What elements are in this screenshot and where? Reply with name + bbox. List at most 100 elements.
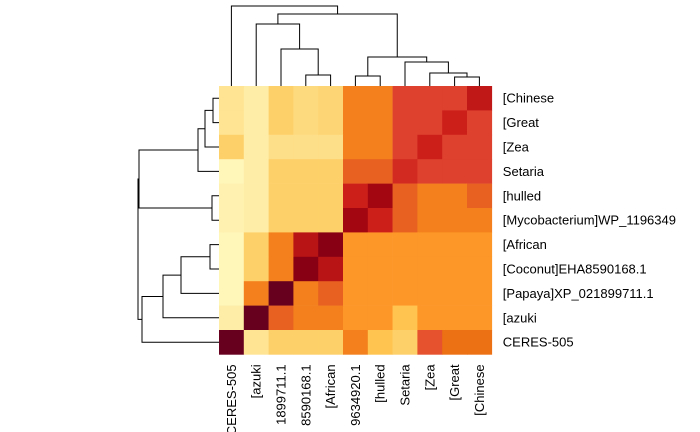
heatmap-cell: [367, 256, 393, 282]
column-label: [Great: [447, 364, 462, 401]
heatmap-cell: [293, 232, 319, 258]
dendrogram-branch: [180, 256, 219, 294]
heatmap-cell: [367, 281, 393, 306]
heatmap-cell: [467, 134, 493, 160]
column-label: [azuki: [249, 364, 264, 398]
heatmap-cell: [243, 134, 269, 160]
heatmap-cell: [293, 183, 319, 209]
heatmap-cell: [219, 281, 245, 306]
heatmap-cell: [367, 208, 393, 233]
heatmap-cell: [343, 183, 369, 209]
row-label: Setaria: [503, 164, 545, 179]
dendrogram-branch: [354, 75, 381, 86]
heatmap-cell: [367, 232, 393, 258]
heatmap-cell: [392, 110, 418, 136]
dendrogram-branch: [137, 178, 142, 320]
dendrogram-branch: [429, 72, 468, 86]
heatmap-cell: [392, 305, 418, 331]
heatmap-cell: [318, 256, 344, 282]
heatmap-cell: [417, 86, 443, 111]
heatmap-cell: [219, 330, 245, 355]
heatmap-cell: [343, 281, 369, 306]
heatmap-cell: [219, 183, 245, 209]
dendrogram-branch: [138, 149, 212, 209]
dendrogram-branch: [212, 97, 219, 124]
row-label: [Papaya]XP_021899711.1: [503, 286, 654, 301]
dendrogram-branch: [454, 76, 480, 86]
heatmap-cell: [442, 208, 468, 233]
row-label: [hulled: [503, 188, 541, 203]
heatmap-cell: [219, 256, 245, 282]
column-label: [Zea: [422, 364, 437, 391]
row-label: CERES-505: [503, 335, 574, 350]
dendrogram-branch: [230, 5, 339, 86]
heatmap-cell: [467, 208, 493, 233]
dendrogram-branch: [197, 128, 219, 172]
heatmap-cell: [268, 232, 294, 258]
heatmap-cell: [343, 305, 369, 331]
column-labels: CERES-505 [azuki 1899711.1 8590168.1 [Africa…: [224, 364, 487, 432]
dendrogram-branch: [211, 195, 219, 221]
heatmap-cell: [392, 208, 418, 233]
heatmap-cell: [343, 256, 369, 282]
heatmap-cell: [343, 232, 369, 258]
heatmap-cell: [343, 330, 369, 355]
heatmap-cell: [219, 208, 245, 233]
row-dendrogram: [137, 97, 219, 343]
heatmap-cell: [318, 183, 344, 209]
heatmap-cell: [219, 134, 245, 160]
heatmap-cell: [367, 134, 393, 160]
dendrogram-branch: [305, 74, 332, 86]
heatmap-cell: [467, 330, 493, 355]
heatmap-cell: [243, 86, 269, 111]
heatmap-cell: [293, 281, 319, 306]
heatmap-cell: [268, 305, 294, 331]
dendrogram-branch: [404, 61, 449, 86]
heatmap-cell: [392, 232, 418, 258]
heatmap-cell: [467, 281, 493, 306]
heatmap-cell: [442, 281, 468, 306]
heatmap-cells: [219, 86, 493, 355]
column-label: [African: [323, 364, 338, 408]
heatmap-cell: [219, 159, 245, 184]
heatmap-cell: [268, 86, 294, 111]
heatmap-cell: [219, 232, 245, 258]
heatmap-cell: [467, 256, 493, 282]
column-label: [hulled: [373, 364, 388, 402]
heatmap-cell: [417, 134, 443, 160]
heatmap-cell: [318, 305, 344, 331]
heatmap-cell: [442, 256, 468, 282]
heatmap-cell: [243, 330, 269, 355]
heatmap-cell: [268, 183, 294, 209]
heatmap-cell: [343, 208, 369, 233]
heatmap-cell: [417, 305, 443, 331]
heatmap-cell: [318, 134, 344, 160]
heatmap-cell: [367, 110, 393, 136]
column-dendrogram: [230, 5, 480, 86]
row-label: [Coconut]EHA8590168.1: [503, 262, 647, 277]
heatmap-cell: [318, 232, 344, 258]
heatmap-cell: [293, 330, 319, 355]
heatmap-cell: [417, 232, 443, 258]
heatmap-cell: [243, 256, 269, 282]
row-labels: [Chinese [Great [Zea Setaria [hulled [Mycobac…: [503, 91, 676, 350]
heatmap-cell: [268, 330, 294, 355]
heatmap-cell: [243, 232, 269, 258]
heatmap-cell: [442, 232, 468, 258]
heatmap-cell: [417, 208, 443, 233]
heatmap-cell: [392, 134, 418, 160]
heatmap-cell: [392, 183, 418, 209]
heatmap-cell: [367, 86, 393, 111]
heatmap-cell: [243, 183, 269, 209]
heatmap-cell: [417, 330, 443, 355]
heatmap-cell: [219, 110, 245, 136]
heatmap-cell: [442, 330, 468, 355]
heatmap-cell: [467, 86, 493, 111]
heatmap-cell: [243, 110, 269, 136]
heatmap-cell: [219, 86, 245, 111]
heatmap-cell: [243, 159, 269, 184]
heatmap-cell: [442, 134, 468, 160]
column-label: 8590168.1: [298, 364, 313, 425]
heatmap-cell: [343, 86, 369, 111]
heatmap-cell: [318, 86, 344, 111]
